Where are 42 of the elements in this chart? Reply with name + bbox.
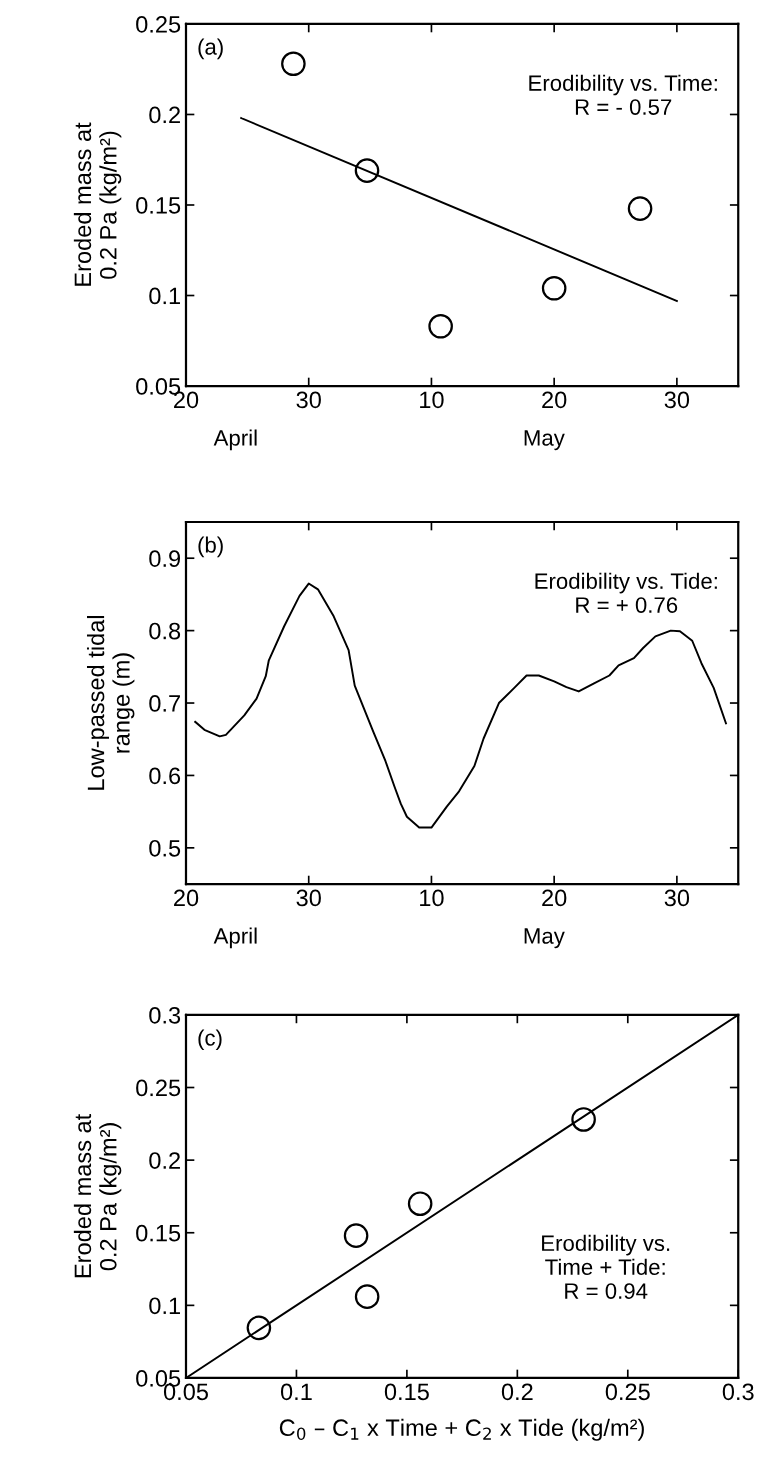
y-tick-label: 0.1 xyxy=(149,287,180,305)
x-tick-label: 30 xyxy=(664,391,690,409)
x-tick-label: 10 xyxy=(420,889,444,907)
y-tick-label: 0.25 xyxy=(136,1079,181,1097)
y-axis-title: Low-passed tidal range (m) xyxy=(86,616,135,790)
x-tick-label: 20 xyxy=(542,391,567,409)
y-tick-label: 0.9 xyxy=(149,550,181,567)
annotation: Erodibility vs. Time: R = - 0.57 xyxy=(529,74,717,115)
x-tick-label: 0.1 xyxy=(280,1383,312,1401)
y-tick-label: 0.8 xyxy=(149,622,181,640)
x-tick-label: 0.25 xyxy=(605,1383,650,1401)
y-tick-label: 0.3 xyxy=(149,1006,181,1024)
x-tick-label: 0.15 xyxy=(384,1383,429,1401)
x-tick-label: 30 xyxy=(296,889,321,907)
annotation: (a) xyxy=(198,38,223,60)
y-tick-label: 0.5 xyxy=(149,839,181,857)
x-tick-label: 20 xyxy=(542,889,567,907)
x-tick-label: 30 xyxy=(296,391,321,409)
y-tick-label: 0.15 xyxy=(136,1224,181,1242)
y-tick-label: 0.7 xyxy=(149,695,180,712)
text: April xyxy=(213,429,257,451)
annotation: Erodibility vs. Tide: R = + 0.76 xyxy=(535,572,717,613)
text: May xyxy=(524,430,565,451)
y-axis-title: Eroded mass at 0.2 Pa (kg/m²) xyxy=(73,1113,122,1278)
y-tick-label: 0.2 xyxy=(149,1152,180,1169)
x-tick-label: 0.3 xyxy=(722,1383,754,1401)
annotation: (c) xyxy=(198,1029,222,1051)
x-tick-label: 0.2 xyxy=(501,1383,533,1401)
x-tick-label: 20 xyxy=(174,889,199,907)
x-tick-label: 10 xyxy=(420,391,444,409)
y-tick-label: 0.1 xyxy=(149,1297,180,1315)
x-tick-label: 30 xyxy=(664,889,690,907)
text: May xyxy=(524,928,565,949)
y-tick-label: 0.15 xyxy=(136,197,181,214)
text: April xyxy=(213,927,257,949)
x-axis-title: C$_{0}$ – C$_{1}$ x Time + C$_{2}$ x Tide (kg/m²) xyxy=(279,1418,644,1441)
annotation: Erodibility vs. Time + Tide: R = 0.94 xyxy=(542,1234,670,1299)
y-tick-label: 0.25 xyxy=(136,16,181,33)
annotation: (b) xyxy=(198,536,223,558)
y-tick-label: 0.2 xyxy=(149,106,180,124)
y-tick-label: 0.6 xyxy=(149,767,181,785)
y-axis-title: Eroded mass at 0.2 Pa (kg/m²) xyxy=(73,122,122,286)
